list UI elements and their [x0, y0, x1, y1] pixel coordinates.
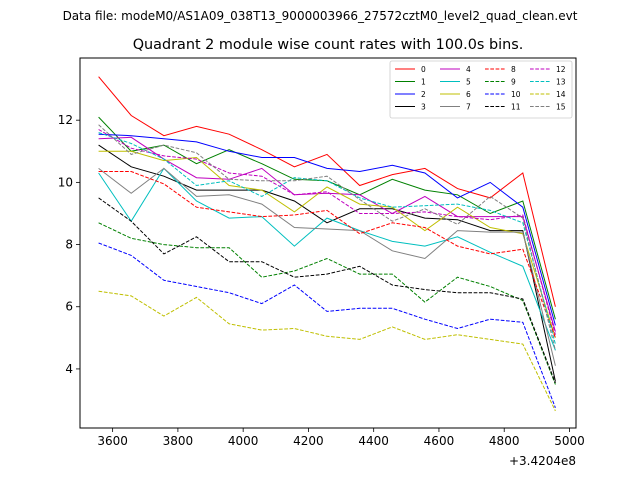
series-8-line	[98, 171, 556, 338]
series-6-line	[98, 150, 556, 338]
x-tick-label-4600: 4600	[424, 434, 455, 448]
legend-box	[389, 60, 573, 119]
series-0-line	[98, 76, 556, 307]
y-tick-label-10: 10	[58, 175, 73, 189]
series-10-line	[98, 242, 556, 408]
y-tick-label-12: 12	[58, 113, 73, 127]
series-15-line	[98, 124, 556, 351]
legend-label-12: 12	[556, 65, 566, 74]
legend-label-11: 11	[511, 103, 521, 112]
series-3-line	[98, 144, 556, 382]
series-14-line	[98, 290, 556, 412]
plot-area	[98, 76, 556, 412]
x-tick-label-3800: 3800	[163, 434, 194, 448]
y-tick-label-4: 4	[65, 362, 73, 376]
x-tick-label-4000: 4000	[228, 434, 259, 448]
legend-label-15: 15	[556, 103, 566, 112]
series-4-line	[98, 136, 556, 332]
legend-label-1: 1	[421, 78, 426, 87]
x-tick-label-4200: 4200	[293, 434, 324, 448]
legend-label-13: 13	[556, 78, 566, 87]
chart-title: Quadrant 2 module wise count rates with …	[133, 37, 524, 53]
legend-label-0: 0	[421, 65, 426, 74]
legend-label-14: 14	[556, 90, 566, 99]
y-tick-label-6: 6	[65, 300, 73, 314]
series-13-line	[98, 132, 556, 345]
series-5-line	[98, 167, 556, 351]
legend-label-5: 5	[466, 78, 471, 87]
legend-label-3: 3	[421, 103, 426, 112]
x-tick-label-5000: 5000	[554, 434, 585, 448]
legend-label-9: 9	[511, 78, 516, 87]
plot-frame	[79, 57, 577, 429]
legend-label-6: 6	[466, 90, 471, 99]
chart-suptitle: Data file: modeM0/AS1A09_038T13_90000039…	[63, 9, 578, 23]
x-axis: 3600 3800 4000 4200 4400 4600 4800 5000	[97, 428, 585, 448]
series-11-line	[98, 197, 556, 384]
series-12-line	[98, 129, 556, 335]
x-tick-label-4800: 4800	[489, 434, 520, 448]
series-7-line	[98, 167, 556, 366]
legend-label-4: 4	[466, 65, 471, 74]
legend-label-10: 10	[511, 90, 521, 99]
x-offset-label: +3.4204e8	[509, 454, 576, 468]
x-tick-label-3600: 3600	[97, 434, 128, 448]
x-tick-label-4400: 4400	[358, 434, 389, 448]
y-tick-label-8: 8	[65, 238, 73, 252]
series-9-line	[98, 222, 556, 385]
y-axis: 4 6 8 10 12	[58, 113, 80, 376]
legend-label-8: 8	[511, 65, 516, 74]
legend-label-7: 7	[466, 103, 471, 112]
series-2-line	[98, 133, 556, 326]
legend-label-2: 2	[421, 90, 426, 99]
